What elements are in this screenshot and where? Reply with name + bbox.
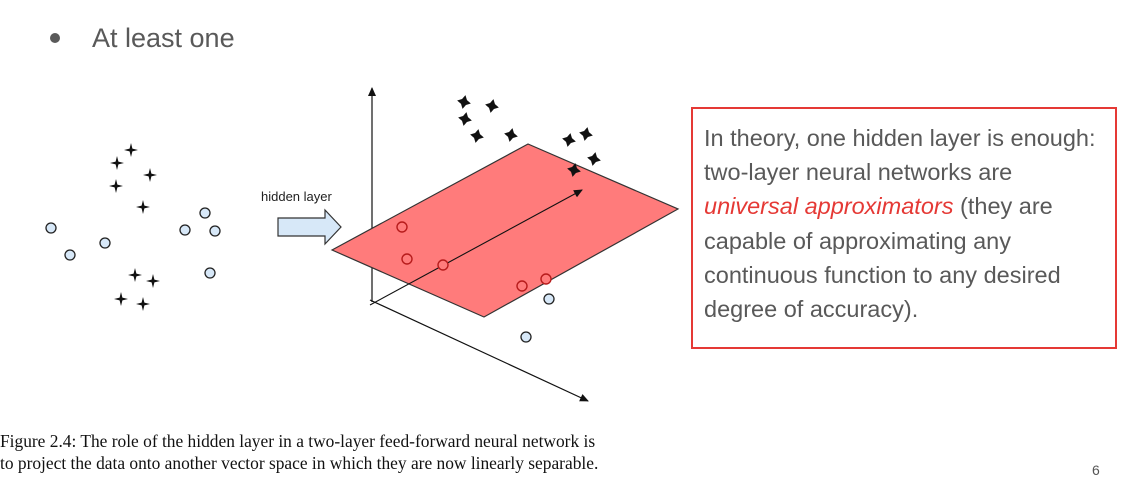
circle-point <box>204 267 216 279</box>
circle-point <box>179 224 191 236</box>
star-point <box>124 143 138 157</box>
z-axis <box>369 299 589 402</box>
star-point <box>567 163 581 177</box>
block-arrow-icon <box>277 208 342 246</box>
projected-star-points <box>457 95 601 177</box>
callout-text-end: (they are capable of approximating any c… <box>704 193 1061 323</box>
bullet-item: At least one <box>50 18 235 58</box>
projected-circles-on-plane <box>396 221 552 292</box>
circle-point <box>516 280 528 292</box>
circle-point <box>99 237 111 249</box>
star-point <box>504 128 518 142</box>
hidden-layer-label: hidden layer <box>261 189 332 204</box>
bullet-dot-icon <box>50 33 60 43</box>
star-point <box>485 99 499 113</box>
input-star-points <box>109 143 160 311</box>
circle-point <box>209 225 221 237</box>
figure-caption: Figure 2.4: The role of the hidden layer… <box>0 430 700 474</box>
circle-point <box>437 259 449 271</box>
circle-point <box>199 207 211 219</box>
circle-point <box>540 273 552 285</box>
star-point <box>114 292 128 306</box>
circle-point <box>543 293 555 305</box>
star-point <box>143 168 157 182</box>
hidden-layer-diagram: hidden layer <box>45 87 680 402</box>
star-point <box>587 152 601 166</box>
star-point <box>458 112 472 126</box>
separating-plane <box>330 143 680 318</box>
star-point <box>136 200 150 214</box>
star-point <box>146 274 160 288</box>
star-point <box>470 129 484 143</box>
input-circle-points <box>45 207 221 279</box>
star-point <box>128 268 142 282</box>
page-number: 6 <box>1092 462 1100 478</box>
bullet-text: At least one <box>92 22 235 53</box>
callout-text: In theory, one hidden layer is enough: t… <box>704 125 1096 186</box>
circle-point <box>396 221 408 233</box>
circle-point <box>64 249 76 261</box>
star-point <box>579 127 593 141</box>
circle-point <box>520 331 532 343</box>
star-point <box>136 297 150 311</box>
x-axis <box>369 189 583 306</box>
star-point <box>562 133 576 147</box>
star-point <box>110 156 124 170</box>
caption-line-1: Figure 2.4: The role of the hidden layer… <box>0 431 596 451</box>
projected-circles-below-plane <box>520 293 555 343</box>
circle-point <box>45 222 57 234</box>
caption-line-2: to project the data onto another vector … <box>0 453 599 473</box>
callout-box: In theory, one hidden layer is enough: t… <box>691 107 1117 349</box>
circle-point <box>401 253 413 265</box>
star-point <box>457 95 471 109</box>
callout-emphasis: universal approximators <box>704 193 954 220</box>
star-point <box>109 179 123 193</box>
